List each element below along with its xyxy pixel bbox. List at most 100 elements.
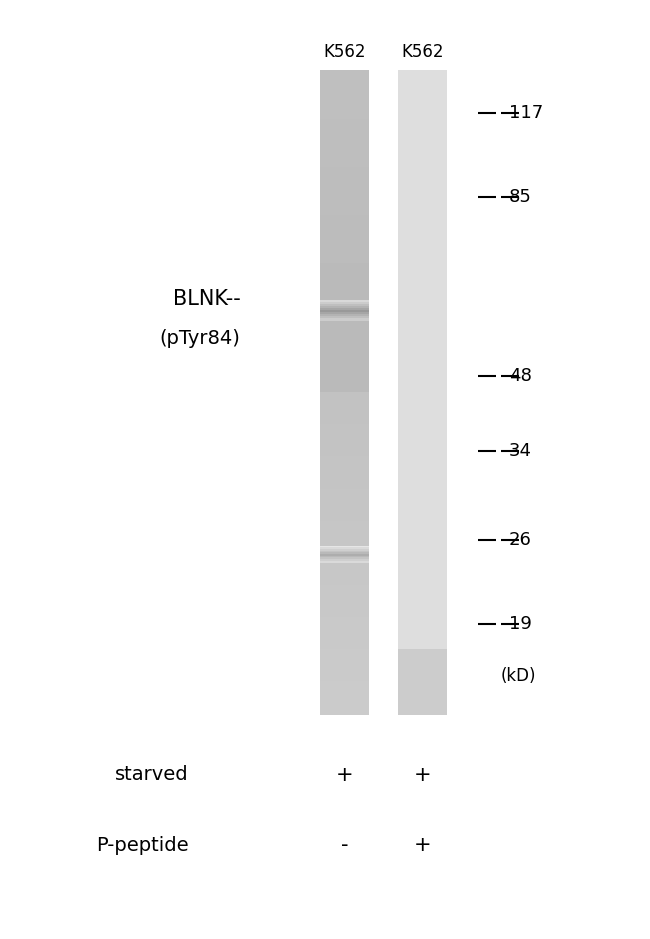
Bar: [320, 151, 369, 168]
Bar: [320, 316, 369, 319]
Text: +: +: [335, 764, 354, 785]
Bar: [320, 296, 369, 313]
Bar: [320, 537, 369, 554]
Bar: [398, 504, 447, 522]
Bar: [320, 86, 369, 103]
Bar: [398, 537, 447, 554]
Bar: [398, 553, 447, 570]
Bar: [320, 549, 369, 551]
Bar: [398, 376, 447, 393]
Text: +: +: [413, 764, 432, 785]
Text: P-peptide: P-peptide: [96, 836, 188, 854]
Bar: [320, 134, 369, 152]
Bar: [398, 118, 447, 135]
Bar: [320, 554, 369, 557]
Bar: [320, 328, 369, 345]
Bar: [398, 231, 447, 248]
Bar: [398, 70, 447, 87]
Bar: [398, 488, 447, 505]
Bar: [320, 393, 369, 409]
Bar: [398, 344, 447, 361]
Bar: [320, 488, 369, 505]
Bar: [320, 550, 369, 553]
Bar: [398, 393, 447, 409]
Bar: [320, 167, 369, 184]
Bar: [398, 183, 447, 200]
Bar: [320, 102, 369, 119]
Bar: [320, 650, 369, 667]
Bar: [320, 199, 369, 216]
Bar: [398, 633, 447, 650]
Bar: [320, 300, 369, 302]
Bar: [398, 601, 447, 618]
Bar: [398, 167, 447, 184]
Bar: [320, 633, 369, 650]
Bar: [398, 440, 447, 457]
Bar: [320, 569, 369, 586]
Bar: [398, 698, 447, 715]
Bar: [398, 247, 447, 264]
Bar: [320, 547, 369, 550]
Text: -: -: [341, 835, 348, 855]
Bar: [320, 408, 369, 425]
Bar: [320, 424, 369, 441]
Bar: [398, 569, 447, 586]
Bar: [320, 312, 369, 329]
Text: 85: 85: [509, 188, 532, 207]
Bar: [320, 698, 369, 715]
Bar: [398, 456, 447, 473]
Bar: [320, 559, 369, 562]
Text: starved: starved: [115, 765, 188, 784]
Bar: [320, 556, 369, 559]
Bar: [320, 215, 369, 232]
Bar: [398, 86, 447, 103]
Bar: [398, 328, 447, 345]
Bar: [320, 546, 369, 548]
Bar: [398, 472, 447, 489]
Bar: [320, 561, 369, 563]
Bar: [320, 472, 369, 489]
Bar: [320, 312, 369, 315]
Bar: [398, 215, 447, 232]
Bar: [398, 520, 447, 538]
Bar: [398, 666, 447, 683]
Bar: [398, 151, 447, 168]
Bar: [320, 585, 369, 602]
Bar: [398, 617, 447, 634]
Bar: [398, 296, 447, 313]
Bar: [320, 247, 369, 264]
Text: K562: K562: [323, 42, 366, 61]
Text: (pTyr84): (pTyr84): [160, 329, 240, 347]
Bar: [398, 585, 447, 602]
Text: +: +: [413, 835, 432, 855]
Bar: [320, 183, 369, 200]
Bar: [320, 504, 369, 522]
Text: 34: 34: [509, 441, 532, 460]
Bar: [398, 408, 447, 425]
Bar: [320, 263, 369, 281]
Bar: [320, 118, 369, 135]
Bar: [320, 301, 369, 304]
Bar: [398, 424, 447, 441]
Bar: [320, 308, 369, 311]
Text: 48: 48: [509, 366, 532, 385]
Bar: [320, 520, 369, 538]
Bar: [320, 303, 369, 307]
Bar: [320, 310, 369, 313]
Bar: [320, 553, 369, 570]
Bar: [320, 318, 369, 321]
Bar: [320, 552, 369, 555]
Bar: [398, 360, 447, 377]
Text: BLNK--: BLNK--: [173, 288, 240, 309]
Bar: [398, 102, 447, 119]
Bar: [320, 456, 369, 473]
Bar: [320, 314, 369, 317]
Bar: [320, 682, 369, 699]
Bar: [398, 682, 447, 699]
Bar: [320, 601, 369, 618]
Bar: [320, 280, 369, 297]
Bar: [320, 617, 369, 634]
Bar: [320, 344, 369, 361]
Bar: [398, 134, 447, 152]
Text: 26: 26: [509, 531, 532, 549]
